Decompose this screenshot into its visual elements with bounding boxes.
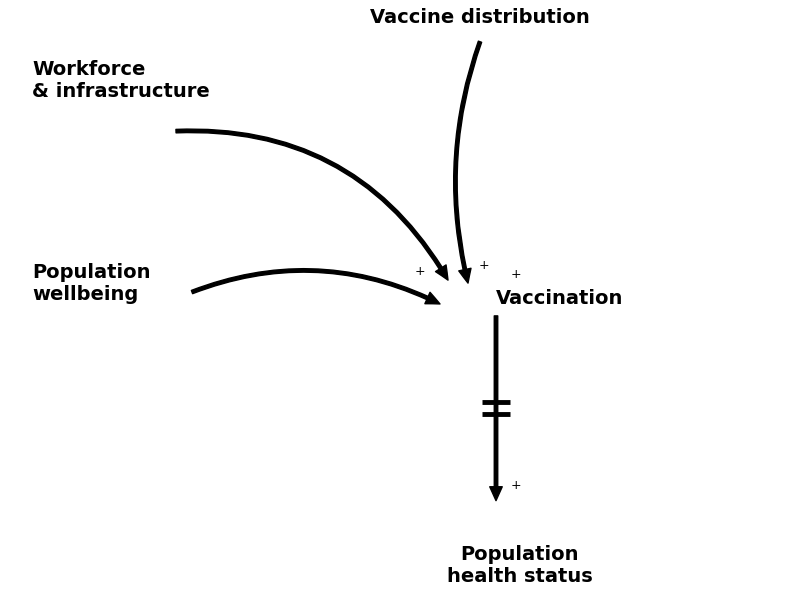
Text: +: + — [510, 268, 522, 281]
Text: Workforce
& infrastructure: Workforce & infrastructure — [32, 60, 210, 101]
Text: +: + — [478, 259, 490, 272]
Text: +: + — [414, 265, 426, 278]
Text: Population
health status: Population health status — [447, 545, 593, 586]
Text: Population
wellbeing: Population wellbeing — [32, 263, 150, 303]
FancyArrowPatch shape — [454, 41, 482, 283]
FancyArrowPatch shape — [490, 316, 502, 501]
Text: Vaccine distribution: Vaccine distribution — [370, 8, 590, 27]
Text: +: + — [510, 479, 522, 492]
FancyArrowPatch shape — [191, 269, 440, 304]
Text: Vaccination: Vaccination — [496, 288, 623, 308]
FancyArrowPatch shape — [176, 129, 448, 280]
